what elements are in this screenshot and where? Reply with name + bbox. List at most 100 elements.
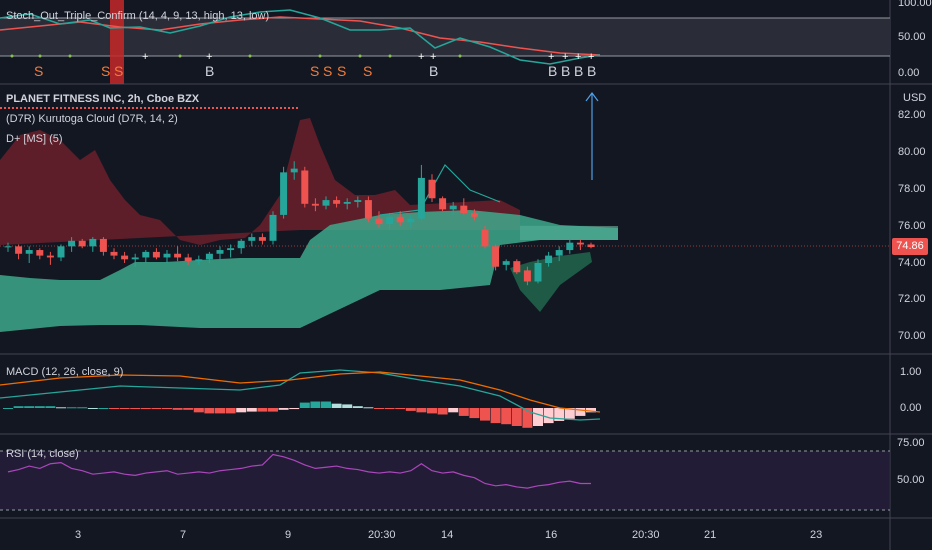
dplus-indicator-label[interactable]: D+ [MS] (5) <box>6 133 63 145</box>
current-cloud-band <box>520 226 618 240</box>
price-axis-label: 78.00 <box>898 183 926 195</box>
buy-signal: B <box>574 63 584 79</box>
time-axis-label: 9 <box>285 529 292 541</box>
candle-body <box>513 261 521 273</box>
candles <box>4 161 595 286</box>
macd-axis-label: 1.00 <box>900 366 922 378</box>
macd-bar <box>215 408 225 414</box>
stoch-axis-label: 50.00 <box>898 31 926 43</box>
macd-bar <box>427 408 437 414</box>
stoch-indicator-label[interactable]: Stoch_Out_Triple_Confirm (14, 4, 9, 13, … <box>6 10 270 22</box>
macd-bar <box>77 407 88 409</box>
rsi-band <box>0 451 890 510</box>
candle-body <box>68 240 76 247</box>
candle-body <box>269 214 277 241</box>
stoch-axis-label: 0.00 <box>898 67 920 79</box>
candle-body <box>46 255 54 258</box>
signal-line <box>0 371 601 413</box>
candle-body <box>396 216 404 223</box>
candle-body <box>481 229 489 247</box>
macd-bar <box>458 408 469 416</box>
stoch-band <box>0 18 890 56</box>
macd-bar <box>437 408 448 415</box>
time-axis-label: 7 <box>180 529 187 541</box>
rsi-indicator-label[interactable]: RSI (14, close) <box>6 448 79 460</box>
macd-bar <box>13 406 24 408</box>
macd-bar <box>3 408 13 409</box>
svg-text:+: + <box>418 51 424 63</box>
price-axis-label: 76.00 <box>898 220 926 232</box>
candle-body <box>36 250 44 256</box>
rsi-axis-label: 50.00 <box>897 474 925 486</box>
macd-bar <box>289 408 300 410</box>
macd-bar <box>172 408 183 410</box>
macd-indicator-label[interactable]: MACD (12, 26, close, 9) <box>6 366 124 378</box>
macd-bar <box>66 407 77 409</box>
candle-body <box>375 218 383 225</box>
candle-body <box>248 237 256 241</box>
candle-body <box>576 242 584 245</box>
time-axis-label: 20:30 <box>368 529 396 541</box>
candle-body <box>492 246 500 267</box>
candle-body <box>523 270 531 282</box>
price-axis-label: 72.00 <box>898 293 926 305</box>
candle-body <box>4 246 12 248</box>
macd-bar <box>501 408 512 425</box>
candle-body <box>333 200 341 204</box>
macd-bar <box>236 408 247 413</box>
candle-body <box>439 198 447 210</box>
macd-bar <box>543 408 554 424</box>
candle-body <box>78 240 86 247</box>
candle-body <box>216 250 224 254</box>
candle-body <box>417 177 425 219</box>
macd-line <box>0 369 601 421</box>
buy-signal: B <box>205 63 215 79</box>
sell-signal: S <box>34 63 44 79</box>
price-axis-label: 80.00 <box>898 146 926 158</box>
svg-text:+: + <box>588 51 594 63</box>
time-axis-label: 21 <box>704 529 717 541</box>
macd-bar <box>480 408 490 421</box>
candle-body <box>184 257 192 262</box>
candle-body <box>25 250 33 254</box>
price-axis-label: 74.00 <box>898 257 926 269</box>
time-axis-label: 20:30 <box>632 529 660 541</box>
macd-bar <box>586 408 596 413</box>
svg-text:+: + <box>206 51 212 63</box>
macd-bar <box>575 408 586 416</box>
kurutoga-indicator-label[interactable]: (D7R) Kurutoga Cloud (D7R, 14, 2) <box>6 113 178 125</box>
time-axis-label: 14 <box>441 529 454 541</box>
macd-bar <box>533 408 543 426</box>
stoch-highlight-bar <box>110 0 124 84</box>
candle-body <box>152 251 160 258</box>
candle-body <box>545 255 553 263</box>
dplus-line <box>379 164 501 216</box>
macd-histogram <box>3 401 596 428</box>
current-price-tag: 74.86 <box>892 238 928 255</box>
macd-bar <box>469 408 480 419</box>
sell-signal: S <box>114 63 124 79</box>
macd-bar <box>119 408 130 409</box>
macd-bar <box>522 408 533 428</box>
candle-body <box>460 205 468 214</box>
macd-bar <box>416 408 427 413</box>
macd-bar <box>448 408 459 413</box>
time-axis-label: 3 <box>75 529 82 541</box>
candle-body <box>205 253 213 260</box>
macd-bar <box>204 408 215 414</box>
stoch-markers <box>10 54 462 58</box>
candle-body <box>322 200 330 206</box>
target-arrow <box>585 92 599 180</box>
macd-bar <box>363 407 374 409</box>
candle-body <box>311 203 319 206</box>
macd-bar <box>268 408 278 412</box>
macd-bar <box>490 408 501 424</box>
candle-body <box>587 244 595 248</box>
candle-body <box>534 263 542 282</box>
macd-bar <box>342 404 353 408</box>
candle-body <box>566 242 574 251</box>
candle-body <box>407 218 415 223</box>
macd-bar <box>130 408 141 410</box>
